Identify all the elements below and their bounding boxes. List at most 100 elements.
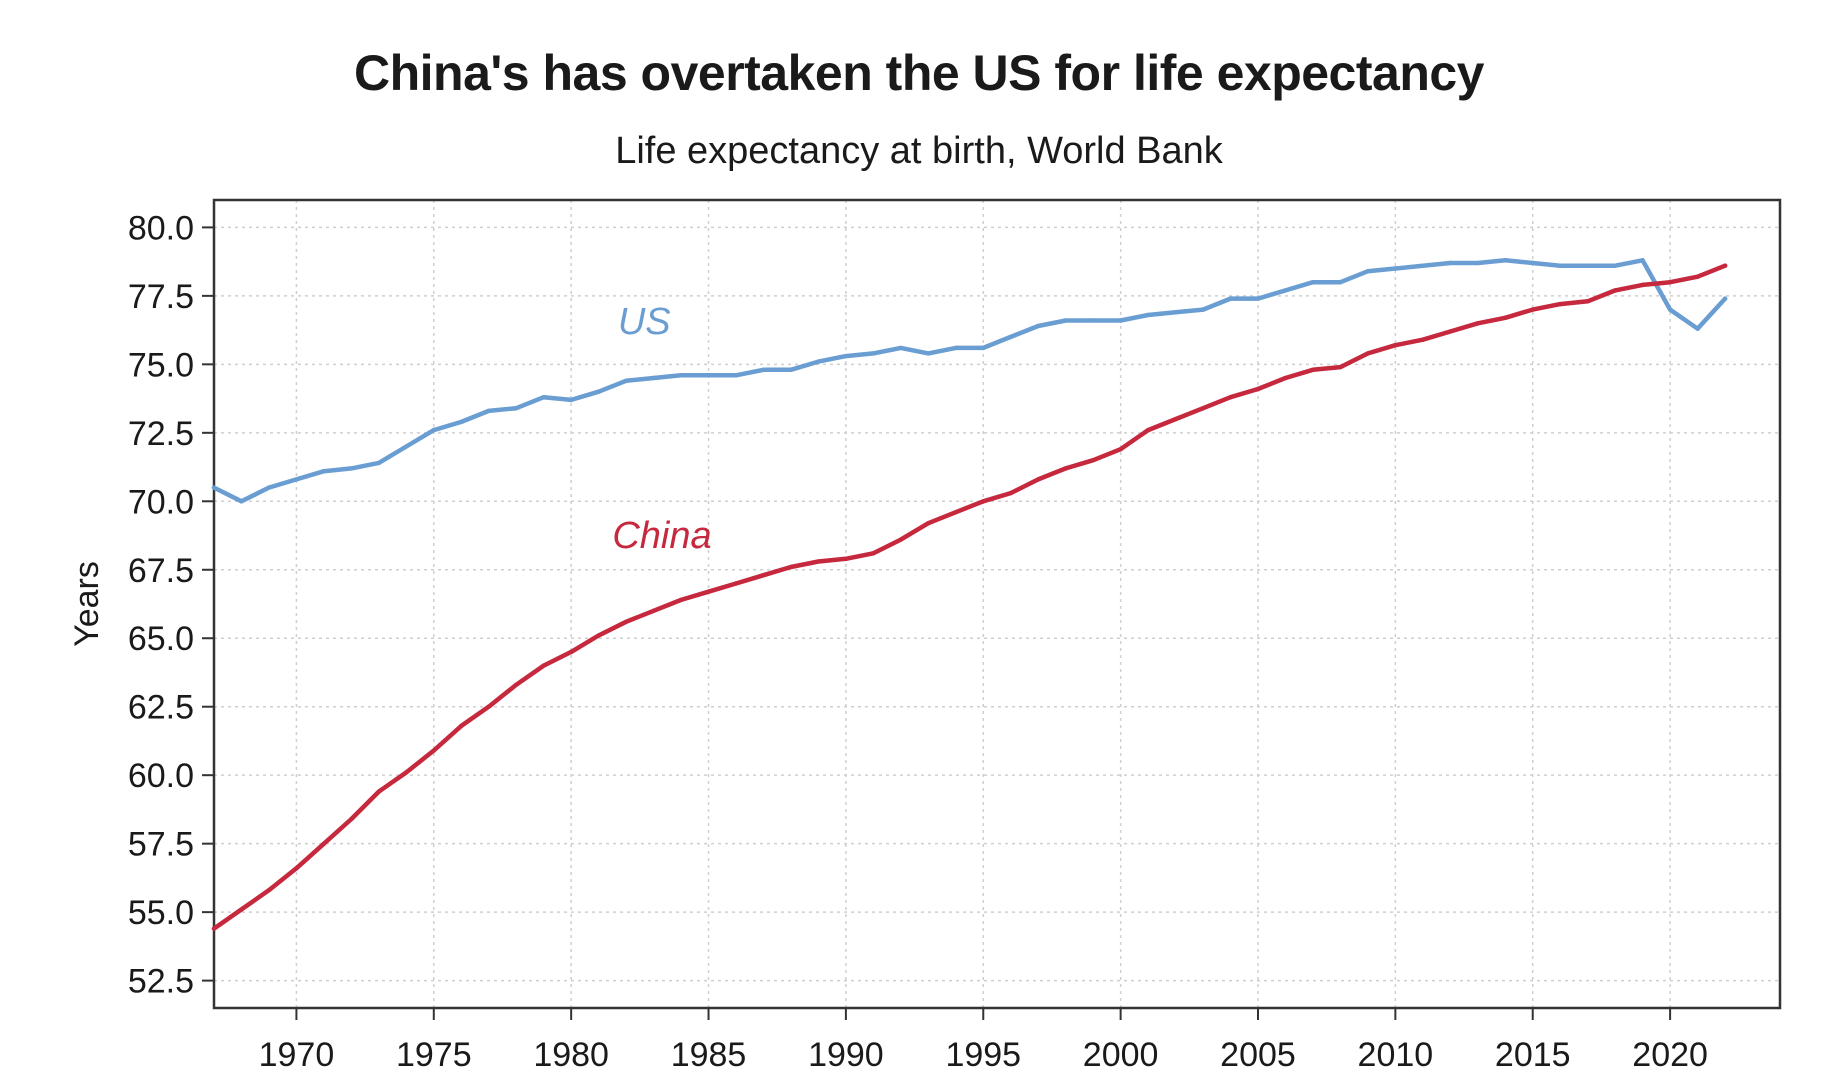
data-point-us: [1722, 296, 1728, 301]
y-tick-label: 77.5: [128, 278, 194, 316]
x-axis: 1970 1975 1980 1985 1990 1995 2000 2005 2010 2015…: [259, 1008, 1708, 1074]
data-point-china: [1667, 280, 1673, 285]
data-point-china: [898, 537, 903, 542]
data-point-us: [1695, 326, 1700, 331]
y-tick-label: 55.0: [128, 894, 194, 932]
data-point-us: [1338, 280, 1343, 285]
data-point-china: [239, 907, 244, 912]
series-points-china: [211, 263, 1728, 931]
series-label-china: China: [612, 515, 711, 557]
data-point-us: [816, 359, 821, 364]
series-line-china: [211, 263, 1728, 931]
data-point-us: [541, 395, 546, 400]
data-point-us: [321, 469, 327, 474]
data-point-china: [1393, 343, 1398, 348]
y-tick-label: 80.0: [128, 209, 194, 247]
data-point-us: [1200, 307, 1206, 312]
x-tick-label: 1990: [808, 1036, 884, 1074]
data-point-us: [1613, 263, 1618, 268]
data-point-china: [321, 841, 327, 846]
data-point-us: [733, 373, 739, 378]
data-point-us: [843, 353, 849, 359]
data-point-china: [623, 619, 629, 624]
data-point-china: [761, 573, 766, 578]
data-point-us: [266, 485, 272, 490]
data-point-us: [486, 408, 491, 414]
data-point-us: [376, 460, 381, 466]
data-point-us: [1585, 263, 1590, 268]
data-point-china: [1036, 477, 1041, 482]
data-point-china: [871, 551, 876, 556]
data-point-china: [266, 888, 272, 893]
data-point-us: [1255, 296, 1261, 301]
data-point-us: [953, 345, 958, 351]
data-point-china: [1365, 351, 1371, 356]
data-point-us: [1091, 318, 1096, 323]
data-point-us: [1118, 318, 1123, 323]
data-point-china: [1255, 386, 1261, 392]
data-point-china: [1420, 337, 1426, 342]
x-tick-label: 2000: [1083, 1036, 1159, 1074]
data-point-china: [486, 704, 491, 709]
data-point-us: [623, 378, 629, 383]
data-point-us: [981, 345, 986, 351]
x-tick-label: 1980: [533, 1036, 609, 1074]
plot-area-frame: [212, 198, 1782, 1010]
data-point-china: [294, 866, 299, 871]
data-point-us: [1008, 334, 1013, 340]
x-tick-label: 1985: [671, 1036, 747, 1074]
data-point-china: [1118, 447, 1123, 452]
y-tick-label: 62.5: [128, 689, 194, 727]
data-point-us: [569, 397, 574, 403]
data-point-china: [1283, 375, 1288, 381]
data-point-china: [843, 556, 849, 561]
data-point-china: [981, 499, 986, 504]
data-point-us: [1173, 310, 1178, 315]
data-point-us: [596, 389, 601, 394]
data-point-us: [1475, 260, 1481, 266]
data-point-china: [1558, 301, 1563, 307]
x-tick-label: 1970: [259, 1036, 335, 1074]
data-point-us: [239, 499, 244, 504]
data-point-china: [431, 748, 436, 753]
data-point-china: [1585, 299, 1590, 304]
data-point-us: [706, 373, 711, 378]
data-point-china: [733, 581, 739, 586]
data-point-china: [1530, 307, 1535, 312]
data-point-china: [1228, 395, 1233, 400]
data-point-china: [816, 559, 821, 564]
data-point-us: [651, 375, 656, 381]
x-tick-label: 2020: [1632, 1036, 1708, 1074]
data-point-us: [1530, 260, 1535, 266]
data-point-china: [349, 816, 354, 822]
data-point-us: [1036, 323, 1041, 329]
x-tick-label: 1995: [945, 1036, 1021, 1074]
data-point-us: [898, 345, 903, 351]
data-point-us: [1310, 280, 1316, 285]
y-axis-label: Years: [68, 561, 106, 647]
y-tick-label: 75.0: [128, 346, 194, 384]
data-point-china: [1091, 458, 1096, 463]
data-point-us: [404, 444, 409, 449]
data-point-us: [1365, 269, 1371, 274]
data-point-us: [1558, 263, 1563, 268]
data-point-china: [1173, 416, 1178, 422]
data-point-us: [871, 351, 876, 356]
data-point-china: [1640, 282, 1645, 288]
data-point-china: [1063, 466, 1068, 471]
data-point-china: [926, 521, 931, 526]
data-point-us: [1063, 318, 1068, 323]
data-point-us: [514, 406, 519, 411]
data-point-us: [926, 351, 931, 356]
data-point-us: [294, 477, 299, 482]
data-point-china: [1695, 274, 1700, 279]
chart-subtitle: Life expectancy at birth, World Bank: [615, 130, 1223, 172]
x-tick-label: 1975: [396, 1036, 472, 1074]
data-point-china: [1475, 321, 1481, 326]
data-point-china: [596, 633, 601, 638]
x-tick-label: 2010: [1358, 1036, 1434, 1074]
data-point-china: [459, 723, 464, 729]
data-point-china: [569, 649, 574, 655]
y-axis: 52.5 55.0 57.5 60.0 62.5 65.0 67.5 70.0 72.5 75.0…: [128, 209, 214, 1001]
